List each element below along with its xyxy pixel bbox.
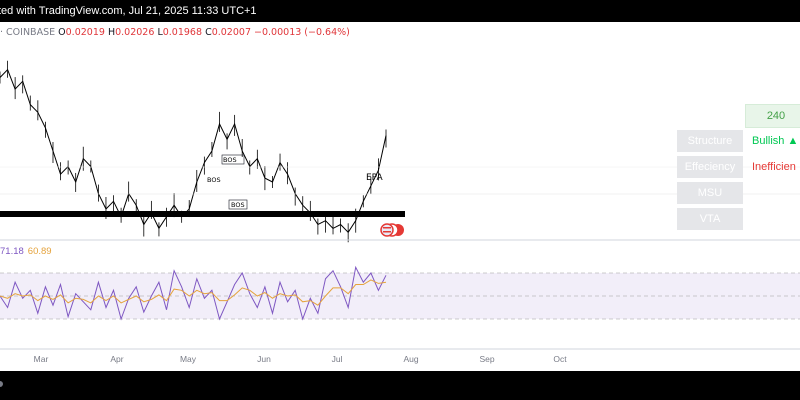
price-line [0, 68, 387, 234]
efficiency-value: Inefficien [752, 161, 796, 173]
structure-value: Bullish ▲ [752, 135, 799, 147]
flag-stripe [383, 227, 391, 229]
vta-button[interactable]: VTA [677, 208, 743, 230]
msu-button[interactable]: MSU [677, 182, 743, 204]
exchange-label: · COINBASE [0, 27, 56, 38]
high-value: 0.02026 [115, 27, 155, 38]
x-axis: Mar Apr May Jun Jul Aug Sep Oct [34, 354, 568, 364]
rsi-value: 71.18 [0, 246, 24, 257]
chart-header-title: ted with TradingView.com, Jul 21, 2025 1… [0, 5, 257, 17]
x-tick-label: Aug [403, 354, 418, 364]
change-value: −0.00013 (−0.64%) [254, 27, 350, 38]
close-value: 0.02007 [211, 27, 251, 38]
low-label: L [157, 27, 163, 38]
bottom-toolbar [0, 371, 800, 400]
x-tick-label: Jul [332, 354, 343, 364]
rsi-legend: 71.18 60.89 [0, 246, 52, 257]
open-value: 0.02019 [65, 27, 105, 38]
epa-label: EPA [366, 173, 384, 183]
structure-button[interactable]: Structure [677, 130, 743, 152]
x-tick-label: Oct [553, 354, 567, 364]
bos-label-3: BOS [231, 201, 245, 209]
x-tick-label: May [180, 354, 197, 364]
bos-label-2: BOS [207, 176, 221, 184]
high-label: H [107, 27, 116, 38]
flag-stripe-2 [383, 231, 391, 233]
efficiency-button[interactable]: Effeciency [677, 156, 743, 178]
x-tick-label: Sep [479, 354, 494, 364]
open-label: O [58, 27, 66, 38]
chart-header-bar: ted with TradingView.com, Jul 21, 2025 1… [0, 0, 800, 22]
rsi-ma-line [0, 279, 387, 306]
timeframe-box[interactable]: 240 [745, 104, 800, 128]
x-tick-label: Jun [257, 354, 271, 364]
rsi-pane [0, 265, 800, 321]
bos-box-1 [221, 154, 245, 165]
x-tick-label: Mar [34, 354, 49, 364]
price-chart: Mar Apr May Jun Jul Aug Sep Oct BOS BOS BOS EPA [0, 60, 800, 364]
us-flag-icon [380, 223, 394, 237]
bos-box-3 [228, 199, 248, 210]
rsi-ma-value: 60.89 [27, 246, 52, 257]
settings-dot-icon[interactable] [0, 381, 3, 387]
bos-label-1: BOS [223, 156, 237, 164]
x-tick-label: Apr [110, 354, 123, 364]
support-band [0, 211, 405, 217]
ohlc-legend: · COINBASE O0.02019 H0.02026 L0.01968 C0… [0, 27, 350, 38]
low-value: 0.01968 [162, 27, 203, 38]
close-label: C [205, 27, 212, 38]
